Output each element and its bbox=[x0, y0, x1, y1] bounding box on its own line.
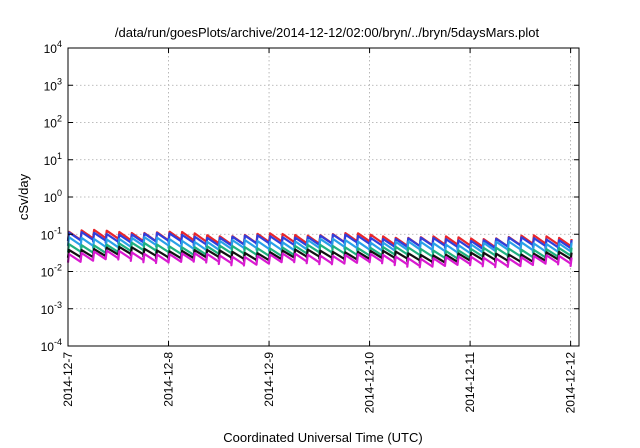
x-axis-label: Coordinated Universal Time (UTC) bbox=[223, 430, 422, 445]
y-tick-label: 10-4 bbox=[41, 337, 62, 354]
x-tick-label: 2014-12-10 bbox=[363, 352, 377, 414]
y-tick-label: 104 bbox=[44, 39, 62, 56]
x-tick-label: 2014-12-12 bbox=[564, 352, 578, 414]
series-layer bbox=[66, 228, 573, 269]
y-tick-label: 100 bbox=[44, 188, 62, 205]
chart-title: /data/run/goesPlots/archive/2014-12-12/0… bbox=[115, 25, 540, 40]
y-tick-label: 10-1 bbox=[41, 225, 62, 242]
series-line bbox=[66, 249, 573, 269]
x-tick-label: 2014-12-11 bbox=[463, 352, 477, 413]
y-tick-label: 10-3 bbox=[41, 300, 62, 317]
y-tick-label: 103 bbox=[44, 76, 62, 93]
y-tick-label: 101 bbox=[44, 151, 62, 168]
x-tick-label: 2014-12-7 bbox=[61, 352, 75, 407]
grid-layer bbox=[68, 48, 579, 346]
y-tick-label: 10-2 bbox=[41, 263, 62, 280]
x-tick-label: 2014-12-9 bbox=[262, 352, 276, 407]
x-tick-label: 2014-12-8 bbox=[162, 352, 176, 407]
y-axis-label: cSv/day bbox=[16, 173, 31, 220]
axis-layer: 104 103 102 101 100 10-1 10-2 10-3 10-42014-12-7… bbox=[41, 39, 579, 413]
y-tick-label: 102 bbox=[44, 114, 62, 131]
